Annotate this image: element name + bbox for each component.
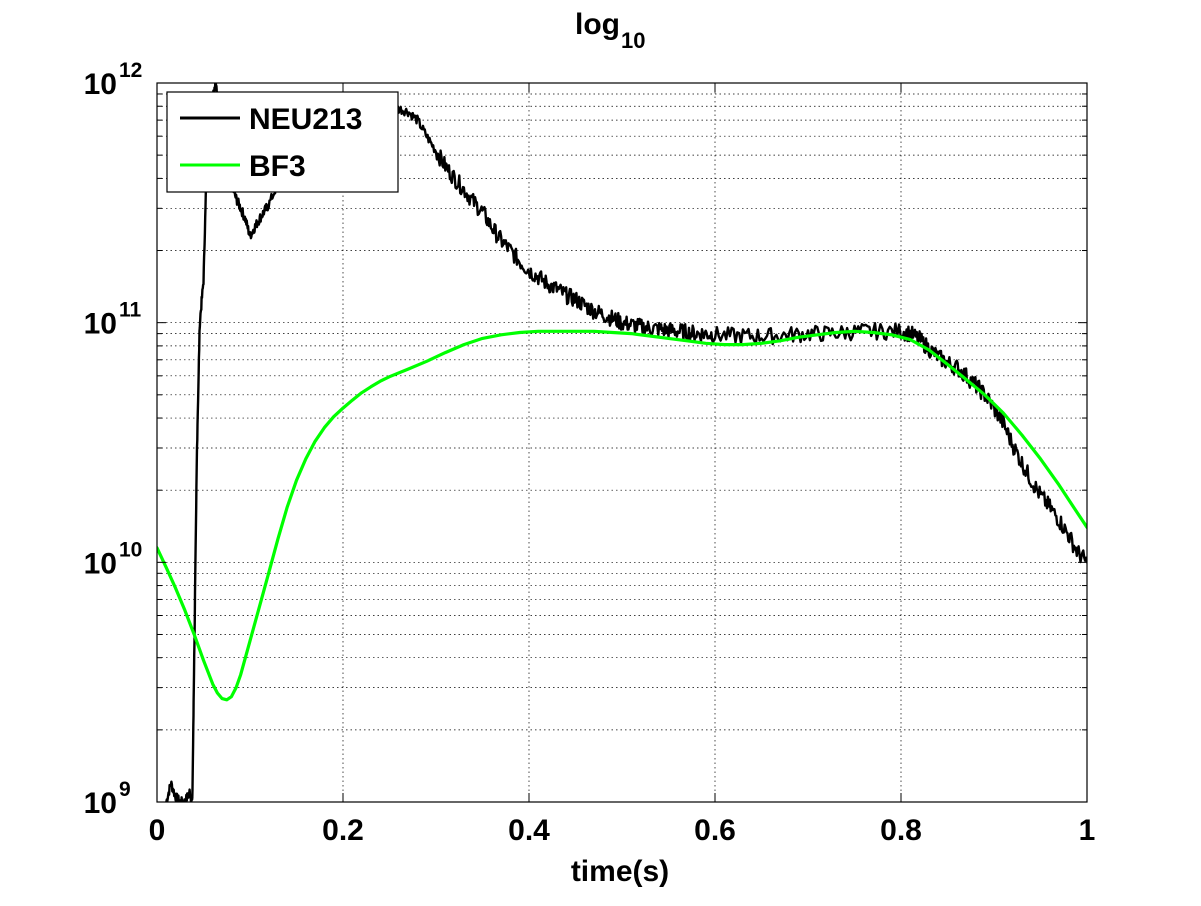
series-line-bf3 xyxy=(157,329,1087,702)
legend-label-bf3: BF3 xyxy=(249,150,306,183)
y-tick-label-base: 10 xyxy=(84,547,117,580)
plot-area xyxy=(157,83,1087,802)
legend-box xyxy=(166,91,399,193)
plot-frame xyxy=(156,82,1088,803)
y-tick-label-base: 10 xyxy=(84,308,117,341)
y-tick-label-base: 10 xyxy=(84,68,117,101)
x-tick-label: 0.8 xyxy=(880,814,922,847)
chart-title-main: log xyxy=(575,8,620,41)
y-tick-label-exponent: 9 xyxy=(119,778,131,801)
y-tick-label-exponent: 10 xyxy=(119,538,142,561)
y-tick-label-exponent: 11 xyxy=(119,299,142,322)
legend-label-neu213: NEU213 xyxy=(249,103,362,136)
grid xyxy=(157,83,1087,802)
y-tick-label: 10 11 xyxy=(84,299,142,341)
x-axis-label: time(s) xyxy=(571,855,669,888)
x-tick-label: 0.4 xyxy=(508,814,550,847)
y-tick-label: 10 10 xyxy=(84,538,143,580)
legend: NEU213 BF3 xyxy=(166,91,399,193)
x-tick-label: 0.6 xyxy=(694,814,736,847)
x-tick-label: 0.2 xyxy=(322,814,364,847)
y-tick-label: 10 9 xyxy=(84,778,131,820)
chart-title: log xyxy=(575,8,620,41)
y-tick-label: 10 12 xyxy=(84,59,143,101)
x-tick-label: 0 xyxy=(149,814,166,847)
y-tick-label-base: 10 xyxy=(84,787,117,820)
ticks xyxy=(156,82,1088,803)
x-tick-label: 1 xyxy=(1079,814,1096,847)
y-tick-label-exponent: 12 xyxy=(119,59,142,82)
chart-title-subscript: 10 xyxy=(621,28,645,53)
